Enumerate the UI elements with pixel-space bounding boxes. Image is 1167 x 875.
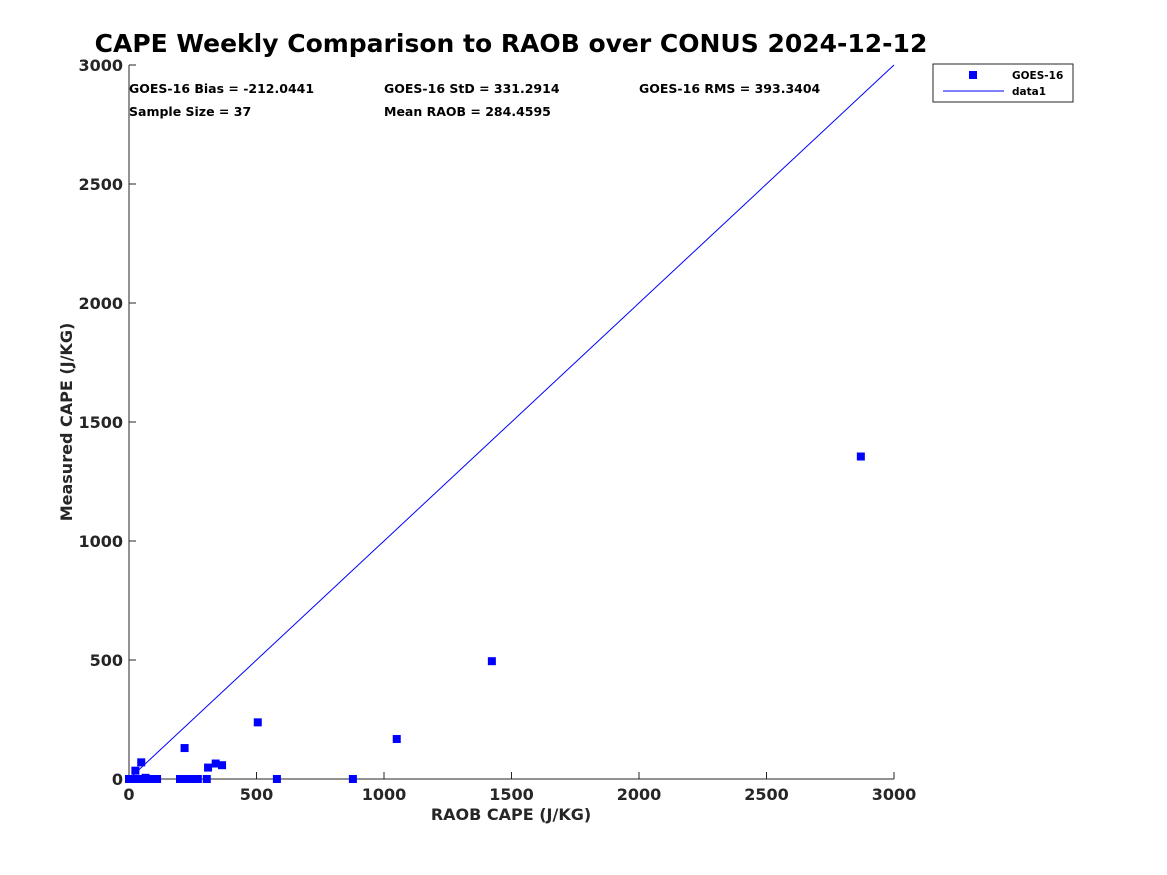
annotation-sample-size: Sample Size = 37 [129,104,251,119]
data-point-square [392,735,401,744]
y-tick-label: 2000 [78,294,123,313]
y-axis-ticks: 0 500 1000 1500 2000 2500 3000 [78,56,136,789]
one-to-one-line [128,64,895,780]
y-tick-label: 0 [112,770,123,789]
annotation-rms: GOES-16 RMS = 393.3404 [639,81,821,96]
x-tick-label: 3000 [872,785,917,804]
data-point-square [202,775,211,783]
legend-box [932,63,1074,103]
legend-marker-square-icon [969,71,977,79]
data-point-square [211,759,220,768]
x-axis-ticks: 0 500 1000 1500 2000 2500 3000 [123,772,916,804]
x-tick-label: 1000 [362,785,407,804]
annotation-mean-raob: Mean RAOB = 284.4595 [384,104,551,119]
chart-title: CAPE Weekly Comparison to RAOB over CONU… [95,29,928,58]
data-point-square [272,775,281,783]
data-point-square [153,775,162,783]
data-point-square [180,744,189,753]
series-data1-line [128,64,895,780]
y-tick-label: 500 [90,651,123,670]
data-point-square [348,775,357,783]
legend-label-data1: data1 [1012,86,1046,98]
y-axis-label: Measured CAPE (J/KG) [57,323,76,522]
legend: GOES-16 data1 [932,63,1074,103]
data-point-square [193,775,202,783]
y-tick-label: 3000 [78,56,123,75]
data-point-square [204,763,213,772]
x-tick-label: 2500 [744,785,789,804]
x-axis-label: RAOB CAPE (J/KG) [431,805,591,824]
y-tick-label: 1000 [78,532,123,551]
series-goes16-points [125,452,865,783]
data-point-square [137,758,146,767]
data-point-square [856,452,865,461]
data-point-square [218,761,227,770]
data-point-square [487,657,496,666]
x-tick-label: 0 [123,785,134,804]
data-point-square [253,718,262,727]
x-tick-label: 2000 [617,785,662,804]
data-point-square [178,775,187,783]
legend-label-goes16: GOES-16 [1012,70,1063,82]
y-tick-label: 2500 [78,175,123,194]
x-tick-label: 1500 [489,785,534,804]
data-point-square [131,766,140,775]
annotation-std: GOES-16 StD = 331.2914 [384,81,560,96]
y-tick-label: 1500 [78,413,123,432]
annotation-bias: GOES-16 Bias = -212.0441 [129,81,314,96]
x-tick-label: 500 [240,785,273,804]
